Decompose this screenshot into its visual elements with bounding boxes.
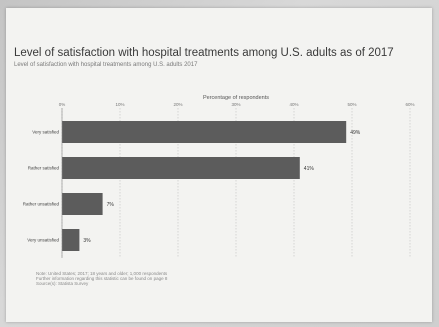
bar [62, 157, 300, 179]
chart-title: Level of satisfaction with hospital trea… [14, 47, 394, 59]
x-tick-label: 50% [347, 102, 356, 107]
source-line: Further information regarding this stati… [36, 276, 168, 281]
x-tick-label: 60% [405, 102, 414, 107]
x-tick-label: 0% [59, 102, 66, 107]
chart-source: Note: United States; 2017; 18 years and … [36, 271, 276, 286]
category-label: Rather satisfied [28, 166, 60, 171]
data-label: 41% [304, 166, 315, 172]
category-label: Very unsatisfied [27, 238, 59, 243]
category-label: Very satisfied [32, 130, 59, 135]
x-tick-label: 40% [289, 102, 298, 107]
bar [62, 121, 347, 143]
data-label: 7% [107, 202, 115, 208]
data-label: 49% [350, 130, 361, 136]
chart-subtitle: Level of satisfaction with hospital trea… [14, 62, 198, 68]
source-line: Source(s): Statista Survey [36, 281, 89, 286]
x-tick-label: 20% [173, 102, 182, 107]
source-line: Note: United States; 2017; 18 years and … [36, 271, 168, 276]
bar [62, 193, 103, 215]
bar [62, 229, 80, 251]
x-axis-label: Percentage of respondents [203, 95, 269, 101]
data-label: 3% [83, 238, 91, 244]
category-label: Rather unsatisfied [23, 202, 60, 207]
x-tick-label: 10% [115, 102, 124, 107]
x-tick-label: 30% [231, 102, 240, 107]
